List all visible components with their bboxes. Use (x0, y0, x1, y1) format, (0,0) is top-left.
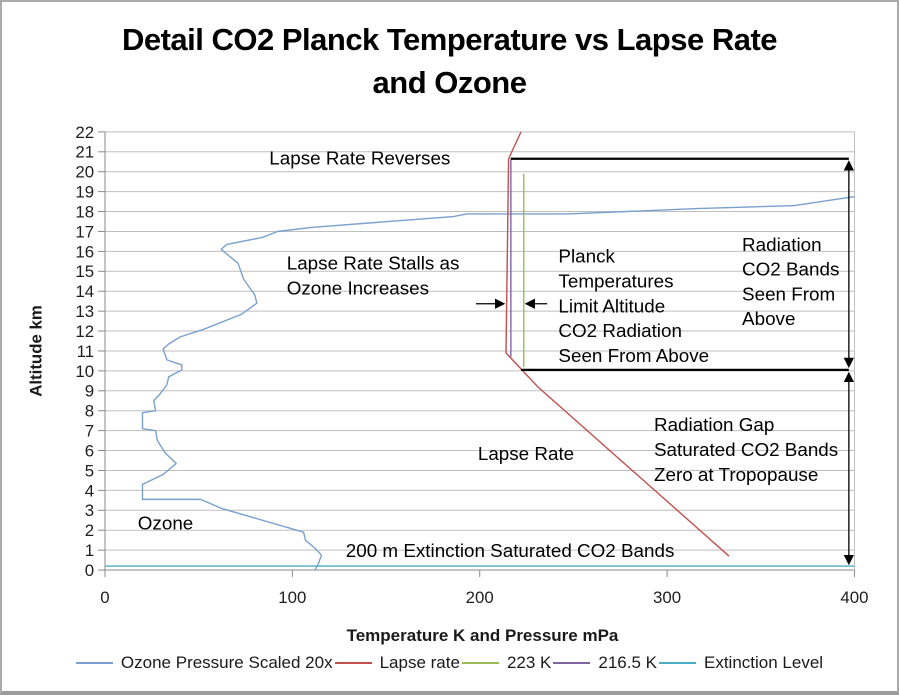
legend-item-label: Extinction Level (703, 653, 824, 672)
planck-temperatures-line-4: CO2 Radiation (558, 320, 682, 341)
y-tick-label: 21 (75, 143, 94, 162)
ozone-pressure-scaled-20x-series-line (141, 195, 855, 571)
x-axis-title: Temperature K and Pressure mPa (346, 626, 619, 645)
x-tick-label: 100 (278, 588, 306, 607)
legend-item-ozone-pressure-scaled-20x: Ozone Pressure Scaled 20x (75, 653, 333, 673)
planck-temperatures: Planck Temperatures Limit Altitude CO2 Radi… (558, 246, 709, 366)
ozone-label-line-1: Ozone (138, 512, 193, 533)
legend-item-lapse-rate: Lapse rate (334, 653, 460, 673)
y-tick-label: 9 (85, 382, 94, 401)
planck-temperatures-line-2: Temperatures (558, 271, 673, 292)
legend-item-label: 216.5 K (598, 653, 657, 672)
ozone-label: Ozone (138, 512, 193, 533)
lapse-rate-label-line-1: Lapse Rate (478, 443, 574, 464)
x-tick-label: 300 (653, 588, 681, 607)
y-tick-label: 10 (75, 362, 94, 381)
y-tick-label: 16 (75, 242, 94, 261)
legend-item-223-k: 223 K (461, 653, 552, 673)
y-tick-label: 19 (75, 183, 94, 202)
y-tick-label: 2 (85, 521, 94, 540)
y-tick-label: 14 (75, 282, 94, 301)
radiation-co2-bands-line-1: Radiation (742, 234, 822, 255)
y-tick-label: 1 (85, 541, 94, 560)
legend-swatch-icon (75, 662, 113, 664)
radiation-gap-line-3: Zero at Tropopause (654, 464, 818, 485)
legend-swatch-icon (553, 662, 591, 664)
y-axis-title: Altitude km (27, 305, 46, 397)
radiation-co2-bands: Radiation CO2 Bands Seen From Above (742, 234, 839, 329)
y-tick-label: 3 (85, 501, 94, 520)
y-tick-label: 0 (85, 561, 94, 580)
radiation-co2-bands-line-2: CO2 Bands (742, 259, 839, 280)
y-tick-label: 18 (75, 202, 94, 221)
radiation-gap-line-2: Saturated CO2 Bands (654, 439, 838, 460)
lapse-rate-reverses-line-1: Lapse Rate Reverses (269, 148, 450, 169)
planck-temperatures-line-1: Planck (558, 246, 615, 267)
y-tick-label: 20 (75, 163, 94, 182)
legend-item-216.5-k: 216.5 K (553, 653, 657, 673)
x-tick-label: 200 (466, 588, 494, 607)
lapse-rate-series-line (505, 131, 730, 557)
legend-swatch-icon (461, 662, 499, 664)
chart-title-line1: Detail CO2 Planck Temperature vs Lapse R… (121, 22, 778, 57)
chart-title: Detail CO2 Planck Temperature vs Lapse R… (2, 18, 897, 104)
lapse-rate-stalls-line-2: Ozone Increases (287, 277, 429, 298)
y-tick-label: 12 (75, 322, 94, 341)
chart-legend: Ozone Pressure Scaled 20x Lapse rate 223 K… (2, 653, 897, 673)
radiation-gap-line-1: Radiation Gap (654, 414, 774, 435)
radiation-co2-bands-line-3: Seen From (742, 283, 835, 304)
y-tick-label: 11 (77, 342, 94, 361)
y-tick-label: 6 (85, 441, 94, 460)
extinction-label: 200 m Extinction Saturated CO2 Bands (346, 540, 675, 561)
y-tick-label: 4 (85, 481, 94, 500)
planck-temperatures-line-5: Seen From Above (558, 345, 709, 366)
legend-item-label: 223 K (506, 653, 552, 672)
lapse-rate-stalls-line-1: Lapse Rate Stalls as (287, 253, 460, 274)
radiation-co2-bands-line-4: Above (742, 308, 795, 329)
chart-title-line2: and Ozone (372, 65, 527, 100)
extinction-label-line-1: 200 m Extinction Saturated CO2 Bands (346, 540, 675, 561)
lapse-rate-stalls: Lapse Rate Stalls as Ozone Increases (287, 253, 460, 299)
y-tick-label: 7 (85, 422, 94, 441)
lapse-rate-reverses: Lapse Rate Reverses (269, 148, 450, 169)
y-tick-label: 22 (75, 123, 94, 142)
y-tick-label: 15 (75, 262, 94, 281)
legend-swatch-icon (334, 662, 372, 664)
radiation-gap: Radiation Gap Saturated CO2 Bands Zero at … (654, 414, 838, 485)
planck-temperatures-line-3: Limit Altitude (558, 295, 665, 316)
y-tick-label: 5 (85, 461, 94, 480)
legend-swatch-icon (658, 662, 696, 664)
lapse-rate-label: Lapse Rate (478, 443, 574, 464)
y-tick-label: 13 (75, 302, 94, 321)
legend-item-extinction-level: Extinction Level (658, 653, 824, 673)
y-tick-label: 8 (85, 402, 94, 421)
legend-item-label: Ozone Pressure Scaled 20x (120, 653, 333, 672)
legend-item-label: Lapse rate (379, 653, 460, 672)
y-tick-label: 17 (75, 222, 94, 241)
x-tick-label: 400 (840, 588, 868, 607)
x-tick-label: 0 (100, 588, 109, 607)
